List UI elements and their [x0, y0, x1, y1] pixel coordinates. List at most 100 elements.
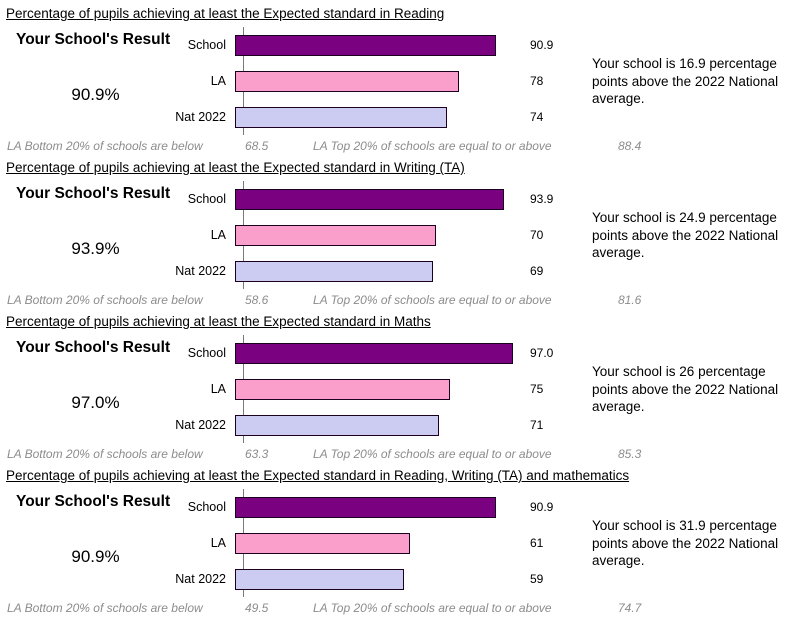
bar-value-school: 90.9	[530, 500, 554, 514]
quintile-footer: LA Bottom 20% of schools are below 68.5 …	[0, 139, 800, 155]
bottom20-label: LA Bottom 20% of schools are below	[7, 139, 203, 153]
bar-label-nat: Nat 2022	[175, 110, 226, 124]
national-comparison-text: Your school is 31.9 percentage points ab…	[592, 518, 779, 568]
bar-row-la: LA 75	[0, 371, 800, 407]
bar-value-nat: 71	[530, 418, 544, 432]
school-bar	[235, 342, 514, 364]
top20-label: LA Top 20% of schools are equal to or ab…	[313, 601, 552, 615]
top20-label: LA Top 20% of schools are equal to or ab…	[313, 293, 552, 307]
bar-row-school: School 90.9	[0, 489, 800, 525]
section-combined: Percentage of pupils achieving at least …	[0, 468, 800, 620]
bar-value-school: 97.0	[530, 346, 554, 360]
bar-label-la: LA	[210, 536, 226, 550]
la-bar	[235, 224, 436, 246]
school-result-value: 93.9%	[71, 239, 120, 258]
section-reading: Percentage of pupils achieving at least …	[0, 6, 800, 158]
bar-row-school: School 90.9	[0, 27, 800, 63]
bar-track	[235, 568, 522, 590]
quintile-footer: LA Bottom 20% of schools are below 63.3 …	[0, 447, 800, 463]
result-heading: Your School's Result	[16, 31, 171, 48]
bar-label-la: LA	[210, 74, 226, 88]
national-comparison-text: Your school is 26 percentage points abov…	[592, 364, 779, 414]
bar-value-school: 93.9	[530, 192, 554, 206]
bottom20-label: LA Bottom 20% of schools are below	[7, 447, 203, 461]
la-bar	[235, 532, 411, 554]
bar-label-school: School	[187, 500, 226, 514]
chart-area: Your School's Result 97.0% School 97.0 L…	[0, 331, 800, 447]
school-result-value: 90.9%	[71, 85, 120, 104]
chart-area: Your School's Result 93.9% School 93.9 L…	[0, 177, 800, 293]
bottom20-value: 68.5	[245, 139, 269, 153]
bar-row-nat: Nat 2022 59	[0, 561, 800, 597]
bar-track	[235, 378, 522, 400]
bottom20-label: LA Bottom 20% of schools are below	[7, 293, 203, 307]
top20-label: LA Top 20% of schools are equal to or ab…	[313, 139, 552, 153]
top20-value: 85.3	[618, 447, 642, 461]
section-title: Percentage of pupils achieving at least …	[6, 468, 630, 483]
bar-track	[235, 224, 522, 246]
chart-area: Your School's Result 90.9% School 90.9 L…	[0, 485, 800, 601]
nat-bar	[235, 106, 448, 128]
bar-chart: School 90.9 LA 61 Nat 2022 59	[0, 485, 800, 597]
bar-label-la: LA	[210, 228, 226, 242]
section-title: Percentage of pupils achieving at least …	[6, 160, 465, 175]
bar-track	[235, 188, 522, 210]
bar-chart: School 90.9 LA 78 Nat 2022 74	[0, 23, 800, 135]
bar-value-la: 78	[530, 74, 544, 88]
result-heading: Your School's Result	[16, 493, 171, 510]
school-result-value: 90.9%	[71, 547, 120, 566]
bottom20-value: 49.5	[245, 601, 269, 615]
bar-value-nat: 74	[530, 110, 544, 124]
bar-label-nat: Nat 2022	[175, 572, 226, 586]
school-bar	[235, 188, 505, 210]
top20-value: 81.6	[618, 293, 642, 307]
bar-label-nat: Nat 2022	[175, 418, 226, 432]
bar-label-nat: Nat 2022	[175, 264, 226, 278]
bar-row-la: LA 78	[0, 63, 800, 99]
quintile-footer: LA Bottom 20% of schools are below 49.5 …	[0, 601, 800, 617]
bar-label-school: School	[187, 38, 226, 52]
school-result-value: 97.0%	[71, 393, 120, 412]
bar-row-nat: Nat 2022 74	[0, 99, 800, 135]
top20-value: 74.7	[618, 601, 642, 615]
nat-bar	[235, 414, 439, 436]
chart-area: Your School's Result 90.9% School 90.9 L…	[0, 23, 800, 139]
nat-bar	[235, 260, 434, 282]
bar-label-school: School	[187, 192, 226, 206]
bar-value-la: 75	[530, 382, 544, 396]
bar-row-school: School 97.0	[0, 335, 800, 371]
bottom20-value: 63.3	[245, 447, 269, 461]
result-heading: Your School's Result	[16, 185, 171, 202]
bar-row-la: LA 70	[0, 217, 800, 253]
bar-track	[235, 34, 522, 56]
bar-track	[235, 342, 522, 364]
bar-track	[235, 532, 522, 554]
bottom20-label: LA Bottom 20% of schools are below	[7, 601, 203, 615]
bar-chart: School 93.9 LA 70 Nat 2022 69	[0, 177, 800, 289]
section-writing: Percentage of pupils achieving at least …	[0, 160, 800, 312]
bar-value-la: 61	[530, 536, 544, 550]
bottom20-value: 58.6	[245, 293, 269, 307]
bar-value-la: 70	[530, 228, 544, 242]
section-title: Percentage of pupils achieving at least …	[6, 6, 445, 21]
bar-value-nat: 59	[530, 572, 544, 586]
national-comparison-text: Your school is 24.9 percentage points ab…	[592, 210, 779, 260]
la-bar	[235, 70, 459, 92]
school-bar	[235, 496, 496, 518]
bar-track	[235, 70, 522, 92]
la-bar	[235, 378, 451, 400]
national-comparison-text: Your school is 16.9 percentage points ab…	[592, 56, 779, 106]
top20-value: 88.4	[618, 139, 642, 153]
bar-track	[235, 414, 522, 436]
bar-row-la: LA 61	[0, 525, 800, 561]
bar-track	[235, 260, 522, 282]
quintile-footer: LA Bottom 20% of schools are below 58.6 …	[0, 293, 800, 309]
bar-row-nat: Nat 2022 71	[0, 407, 800, 443]
bar-chart: School 97.0 LA 75 Nat 2022 71	[0, 331, 800, 443]
bar-track	[235, 496, 522, 518]
result-heading: Your School's Result	[16, 339, 171, 356]
bar-label-la: LA	[210, 382, 226, 396]
nat-bar	[235, 568, 405, 590]
section-maths: Percentage of pupils achieving at least …	[0, 314, 800, 466]
bar-row-nat: Nat 2022 69	[0, 253, 800, 289]
